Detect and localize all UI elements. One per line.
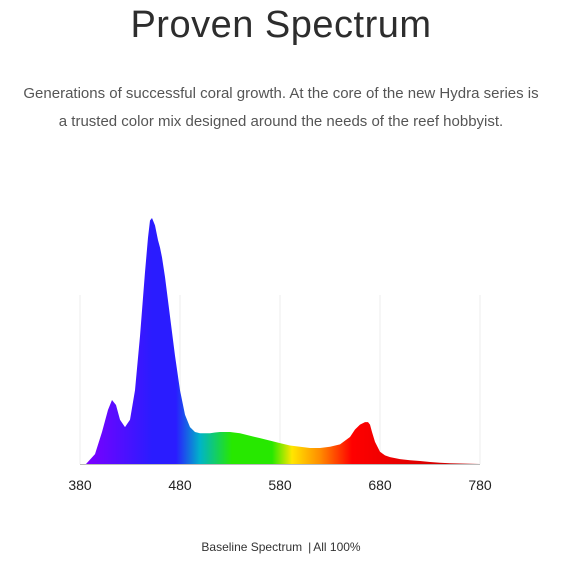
caption-spectrum-name: Baseline Spectrum (201, 540, 303, 554)
spectrum-area (86, 218, 480, 464)
page-subtitle: Generations of successful coral growth. … (0, 80, 562, 136)
caption-separator: | (308, 540, 312, 554)
spectrum-caption: Baseline Spectrum | All 100% (0, 540, 562, 554)
x-tick-label-380: 380 (68, 477, 92, 493)
subtitle-line-2: a trusted color mix designed around the … (58, 113, 504, 130)
caption-setting: All 100% (313, 540, 361, 554)
subtitle-line-1: Generations of successful coral growth. … (23, 85, 539, 102)
x-tick-label-680: 680 (368, 477, 392, 493)
page-title: Proven Spectrum (130, 4, 432, 46)
x-tick-label-580: 580 (268, 477, 292, 493)
spectrum-chart: 380 480 580 680 780 (0, 180, 562, 510)
x-tick-label-780: 780 (468, 477, 492, 493)
spectrum-chart-svg: 380 480 580 680 780 (68, 218, 492, 493)
x-axis-ticks: 380 480 580 680 780 (68, 477, 492, 493)
x-tick-label-480: 480 (168, 477, 192, 493)
